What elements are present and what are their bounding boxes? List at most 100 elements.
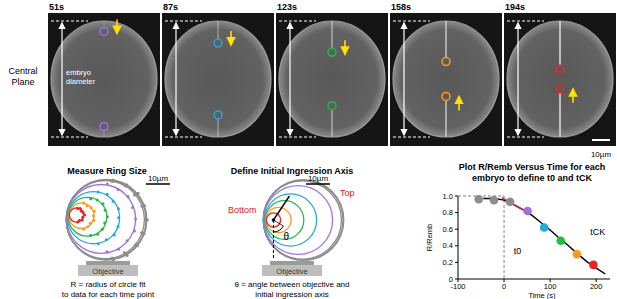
caption: θ = angle between objective and — [235, 280, 350, 289]
diameter-guide — [165, 137, 202, 138]
ring-point — [92, 214, 95, 217]
label-line: Central — [8, 66, 37, 76]
diameter-arrow — [289, 23, 290, 135]
diameter-guide — [279, 137, 316, 138]
ring-point — [97, 191, 100, 194]
plot-area — [458, 195, 605, 279]
ring-point — [123, 251, 126, 254]
ingression-axis — [273, 196, 289, 220]
ring-spot — [214, 39, 222, 47]
ring-point — [82, 228, 85, 231]
y-tick — [455, 245, 458, 246]
scale-bar — [146, 183, 170, 185]
ring-point — [101, 228, 104, 231]
ring-spot — [442, 92, 450, 100]
time-label: 51s — [49, 2, 64, 12]
ring-point — [124, 184, 127, 187]
scale-label: 10µm — [148, 174, 169, 183]
ring-point — [82, 201, 85, 204]
y-tick-label: 0.6 — [443, 225, 453, 234]
time-label: 194s — [505, 2, 525, 12]
ring-point — [89, 197, 92, 200]
annotation: tCK — [590, 227, 605, 237]
ring-point — [117, 248, 120, 251]
arrow — [116, 19, 118, 33]
arrow — [230, 31, 232, 45]
data-point — [506, 198, 515, 207]
figure: CentralPlaneembryodiameter51s87s123s158s… — [0, 0, 617, 299]
diameter-guide — [393, 21, 430, 22]
ring-point — [86, 204, 89, 207]
objective-label: Objective — [92, 267, 123, 276]
ring-point — [117, 225, 120, 228]
diameter-label: embryodiameter — [66, 68, 96, 86]
furrow — [217, 21, 219, 39]
micrograph: embryodiameter — [48, 13, 160, 146]
ring-fit — [265, 194, 317, 246]
caption: initial ingression axis — [255, 290, 328, 299]
embryo — [393, 21, 499, 137]
diameter-guide — [165, 21, 202, 22]
furrow — [445, 21, 447, 58]
y-tick-label: 1.0 — [443, 192, 453, 201]
diameter-guide — [51, 21, 88, 22]
embryo — [51, 21, 157, 137]
y-tick-label: 0.4 — [443, 241, 453, 250]
ring-point — [134, 243, 137, 246]
data-point — [573, 250, 582, 259]
ring-point — [105, 250, 108, 253]
diameter-arrow — [403, 23, 404, 135]
ring-spot — [328, 102, 336, 110]
ring-point — [113, 234, 116, 237]
caption: R = radius of circle fit — [71, 280, 147, 289]
data-point — [589, 261, 598, 270]
x-axis-label: Time (s) — [528, 291, 556, 299]
label-line: embryo — [66, 68, 91, 77]
objective-axis — [273, 220, 274, 260]
row-label: CentralPlane — [8, 66, 37, 87]
furrow — [331, 21, 333, 48]
time-label: 87s — [163, 2, 178, 12]
micrograph — [276, 13, 388, 146]
ring-spot — [556, 65, 564, 73]
annotation: t0 — [514, 246, 522, 256]
chart-title: Plot R/Remb Versus Time for each — [459, 162, 605, 172]
diameter-arrow — [61, 23, 62, 135]
image-background — [504, 13, 616, 146]
panel-title: Measure Ring Size — [67, 166, 147, 176]
y-tick — [455, 262, 458, 263]
ring-point — [111, 180, 114, 183]
ring-fit — [263, 181, 341, 259]
x-tick-label: 200 — [590, 282, 603, 291]
ring-point — [133, 230, 136, 233]
data-point — [556, 237, 565, 246]
ring-point — [89, 222, 92, 225]
ring-point — [106, 215, 109, 218]
ring-point — [96, 199, 99, 202]
label-line: diameter — [66, 77, 96, 86]
ring-point — [131, 206, 134, 209]
ring-point — [76, 207, 79, 210]
ring-point — [133, 194, 136, 197]
image-background — [390, 13, 502, 146]
diameter-arrow — [517, 23, 518, 135]
furrow — [331, 110, 333, 137]
bottom-label: Bottom — [228, 205, 257, 215]
y-tick-label: 0.2 — [443, 258, 453, 267]
time-label: 158s — [391, 2, 411, 12]
ring-point — [117, 188, 120, 191]
y-tick — [455, 196, 458, 197]
data-point — [523, 207, 532, 216]
angle-ray — [273, 220, 283, 226]
objective — [78, 265, 138, 276]
ring-point — [141, 205, 144, 208]
objective-lens — [86, 261, 130, 265]
ring-point — [92, 219, 95, 222]
ring-spot — [100, 123, 108, 131]
diameter-guide — [507, 21, 544, 22]
ring-fit — [66, 181, 144, 259]
ring-point — [93, 210, 96, 213]
furrow — [103, 21, 105, 27]
embryo — [507, 21, 613, 137]
panel-title: Define Initial Ingression Axis — [231, 166, 354, 176]
